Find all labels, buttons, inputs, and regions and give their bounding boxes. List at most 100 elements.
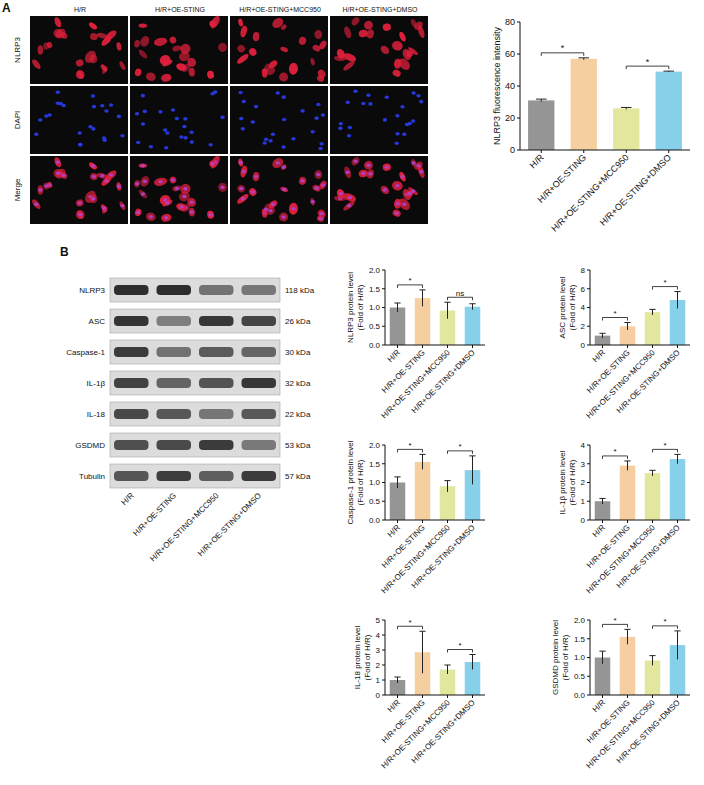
blot-row [110,278,280,302]
micrograph-bg [30,16,128,84]
error-bar [444,302,450,319]
nucleus-decoration [183,136,187,140]
cell-decoration [153,37,168,47]
x-tick [677,695,678,698]
panel-letter: B [60,245,69,259]
cell-decoration [335,48,346,60]
y-tick-label: 1.5 [369,285,381,294]
x-tick [583,150,584,153]
bar-chart: 012345H/RH/R+OE-STINGH/R+OE-STING+MCC950… [353,616,485,771]
nucleus-decoration [416,164,420,168]
cell-decoration [206,210,215,219]
image-row-label: NLRP3 [13,37,22,63]
nucleus-decoration [120,134,124,138]
y-tick [382,650,385,651]
cell-decoration [89,194,97,203]
nucleus-decoration [210,162,214,166]
cell-decoration [410,158,418,167]
x-tick [447,695,448,698]
blot-size: 32 kDa [285,379,311,388]
x-tick-label: H/R [528,152,546,170]
blot-band [199,409,234,419]
micrograph-bg [30,86,128,154]
blot-band [157,285,192,295]
x-tick [602,345,603,348]
blot-bg [110,464,280,488]
image-column-header: H/R [74,6,86,13]
cell-decoration [239,25,248,38]
y-tick-label: 1.0 [369,303,381,312]
bar [415,462,431,520]
blot-band [199,440,234,450]
nucleus-decoration [411,91,415,95]
blot-band [242,378,277,388]
blot-row [110,371,280,395]
significance-label: ns [456,289,464,298]
y-tick [382,307,385,308]
nucleus-decoration [38,118,42,122]
nucleus-decoration [141,164,145,168]
nucleus-decoration [368,102,372,106]
blot-size: 118 kDa [285,286,315,295]
nucleus-decoration [182,195,186,199]
nucleus-decoration [361,102,365,106]
y-axis-title-line: ASC protein level [558,276,567,338]
nucleus-decoration [419,100,423,104]
blot-band [157,378,192,388]
y-tick-label: 6 [581,285,586,294]
cell-decoration [248,187,258,198]
blot-size: 57 kDa [285,472,311,481]
cell-decoration [358,29,368,38]
significance-label: * [408,276,411,285]
nucleus-decoration [141,192,145,196]
nucleus-decoration [91,197,95,201]
nucleus-decoration [268,139,272,143]
blot-bg [110,371,280,395]
nucleus-decoration [254,105,258,109]
blot-size: 26 kDa [285,317,311,326]
cell-decoration [43,182,50,190]
nucleus-decoration [366,163,370,167]
blot-size: 30 kDa [285,348,311,357]
y-axis-title-line: GSDMD protein level [551,620,560,695]
cell-decoration [289,203,299,215]
blot-band [114,440,149,450]
figure: AH/RH/R+OE-STINGH/R+OE-STING+MCC950H/R+O… [0,0,704,785]
cell-decoration [37,185,43,195]
cell-decoration [311,184,321,193]
cell-decoration [75,198,85,207]
error-bar [674,631,680,660]
x-tick-label: H/R [386,523,402,539]
nucleus-decoration [411,161,415,165]
x-tick [677,520,678,523]
y-tick-label: 3 [376,646,381,655]
bar-chart: 01234H/RH/R+OE-STINGH/R+OE-STING+MCC950H… [558,441,690,596]
nucleus-decoration [238,91,242,95]
cell-decoration [209,160,216,167]
y-tick [382,665,385,666]
nucleus-decoration [117,115,121,119]
blot-bg [110,309,280,333]
error-bar [469,304,475,310]
cell-decoration [118,61,126,71]
x-tick [652,345,653,348]
y-axis-title: GSDMD protein level(Fold of H/R) [551,620,570,695]
significance-label: * [613,616,616,625]
nucleus-decoration [400,175,404,179]
cell-decoration [280,186,289,193]
nucleus-decoration [353,89,357,93]
nucleus-decoration [321,113,325,117]
nucleus-decoration [56,160,60,164]
x-tick-label: H/R [591,698,607,714]
blot-protein: Tubulin [79,472,105,481]
error-bar [444,665,450,674]
cell-decoration [186,56,198,68]
bar [620,466,636,520]
nucleus-decoration [345,171,349,175]
cell-decoration [267,199,278,210]
cell-decoration [311,44,321,53]
x-tick-label: H/R+OE-STING+DMSO [410,523,477,590]
cell-decoration [175,62,187,72]
cell-decoration [398,171,407,183]
nucleus-decoration [319,212,323,216]
